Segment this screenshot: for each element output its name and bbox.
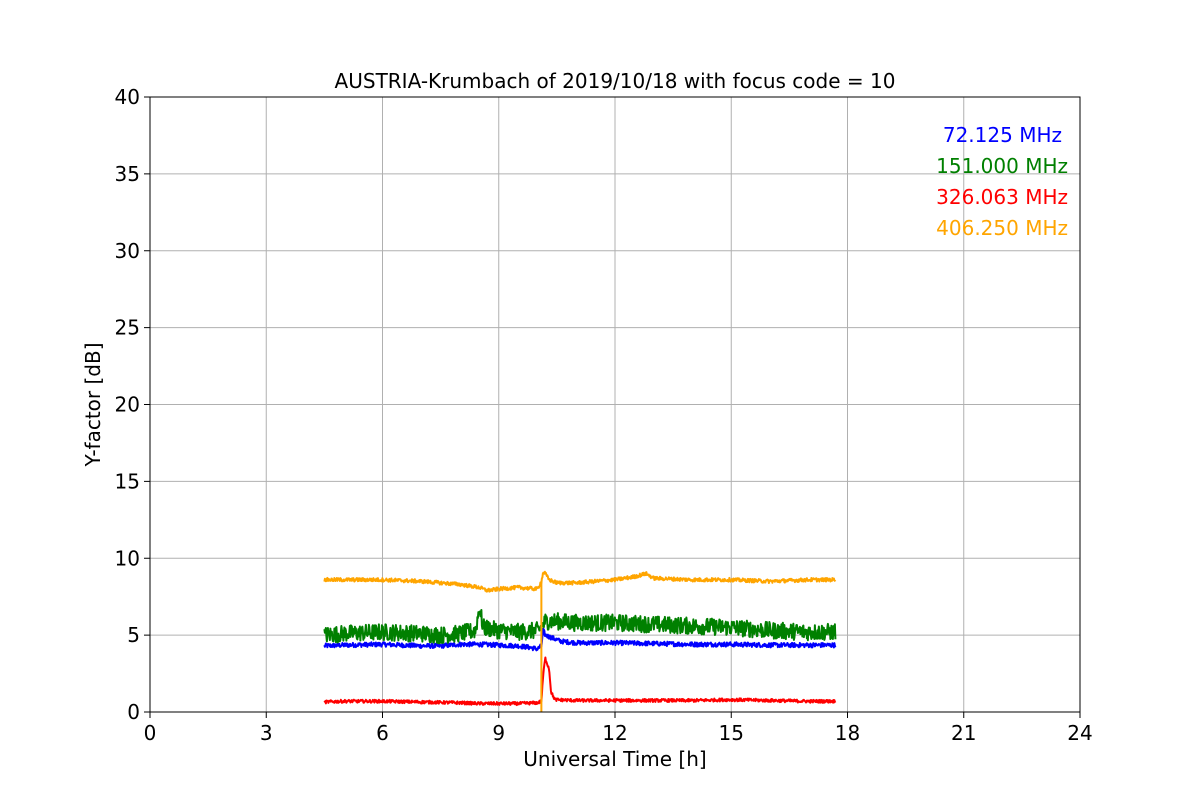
legend-entry: 406.250 MHz	[936, 216, 1068, 240]
x-axis-label: Universal Time [h]	[523, 747, 706, 771]
series-line	[323, 608, 837, 645]
series-line	[323, 627, 837, 652]
y-tick-label: 0	[127, 700, 140, 724]
x-tick-label: 0	[144, 721, 157, 745]
x-tick-label: 18	[835, 721, 860, 745]
x-tick-label: 21	[951, 721, 976, 745]
y-axis-label: Y-factor [dB]	[81, 342, 105, 467]
y-tick-label: 35	[115, 162, 140, 186]
x-tick-label: 9	[492, 721, 505, 745]
y-tick-label: 10	[115, 546, 140, 570]
series-layer	[323, 570, 837, 712]
y-tick-label: 40	[115, 85, 140, 109]
y-tick-label: 30	[115, 239, 140, 263]
y-tick-label: 15	[115, 469, 140, 493]
x-tick-label: 6	[376, 721, 389, 745]
grid	[150, 97, 1080, 712]
x-axis: 0 3 6 9 12 15 18 21 24	[144, 712, 1093, 745]
x-tick-label: 3	[260, 721, 273, 745]
y-tick-label: 20	[115, 393, 140, 417]
x-tick-label: 24	[1067, 721, 1092, 745]
chart-title: AUSTRIA-Krumbach of 2019/10/18 with focu…	[335, 69, 896, 93]
series-line	[323, 570, 837, 593]
series-line	[323, 656, 837, 707]
x-tick-label: 12	[602, 721, 627, 745]
legend-entry: 326.063 MHz	[936, 185, 1068, 209]
legend-entry: 151.000 MHz	[936, 154, 1068, 178]
legend: 72.125 MHz 151.000 MHz 326.063 MHz 406.250 …	[936, 123, 1068, 240]
y-tick-label: 5	[127, 623, 140, 647]
legend-entry: 72.125 MHz	[943, 123, 1062, 147]
y-axis: 0 5 10 15 20 25 30 35 40	[115, 85, 150, 724]
x-tick-label: 15	[719, 721, 744, 745]
y-tick-label: 25	[115, 316, 140, 340]
